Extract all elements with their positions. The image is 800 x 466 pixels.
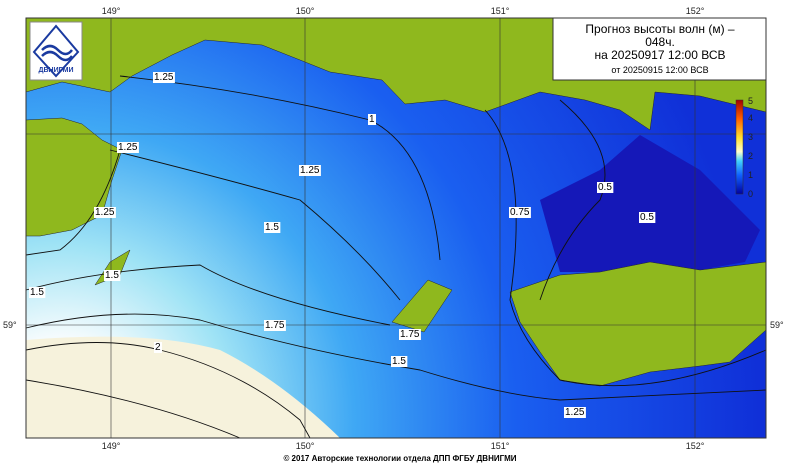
contour-label: 1.25 [118,142,138,153]
lat-label: 59° [3,320,17,330]
lon-label: 149° [102,6,121,16]
contour-label: 1.25 [300,165,320,176]
title-line: Прогноз высоты волн (м) – [585,22,735,36]
label-background [509,207,531,218]
contour-label: 0.5 [598,182,612,193]
lat-label: 59° [770,320,784,330]
colorbar-tick: 2 [748,151,753,161]
label-background [564,407,586,418]
lon-label: 152° [686,441,705,451]
footer: © 2017 Авторские технологии отдела ДПП Ф… [283,454,516,463]
label-background [264,222,281,233]
colorbar-tick: 0 [748,189,753,199]
contour-label: 1.25 [154,72,174,83]
low-wave-area [540,135,760,272]
contour-labels: 1.25 1 1.25 1.5 1.25 0.75 0.5 0.5 1.5 1.… [29,72,656,418]
label-background [29,287,46,298]
lon-label: 151° [491,6,510,16]
colorbar-tick: 5 [748,96,753,106]
logo: ДВНИГМИ [29,21,83,81]
contour-label: 2 [155,342,161,353]
logo-waves [41,44,73,62]
logo-box [29,21,83,81]
title-background [552,17,767,81]
subtitle: от 20250915 12:00 ВСВ [611,65,708,75]
logo-text: ДВНИГМИ [39,67,74,74]
lon-label: 150° [296,441,315,451]
contour-label: 1.5 [392,356,406,367]
contour-label: 1.75 [400,329,420,340]
contour-label: 0.75 [510,207,530,218]
colorbar: 0 1 2 3 4 5 [735,96,753,199]
label-background [391,356,408,367]
label-background [264,320,286,331]
lon-label: 150° [296,6,315,16]
title-line: на 20250917 12:00 ВСВ [595,48,726,62]
label-background [399,329,421,340]
contour-label: 1.5 [265,222,279,233]
label-background [639,212,656,223]
map-area: 1.25 1 1.25 1.5 1.25 0.75 0.5 0.5 1.5 1.… [25,17,767,439]
label-background [153,72,175,83]
label-background [117,142,139,153]
contour-label: 1.25 [565,407,585,418]
map-frame [25,17,767,439]
contour-label: 1.25 [95,207,115,218]
title-box: Прогноз высоты волн (м) – 048ч. на 20250… [552,17,767,81]
calm-area [26,336,340,438]
title-line: 048ч. [645,35,675,49]
contour-label: 1 [369,114,375,125]
graticule [26,18,766,438]
colorbar-tick: 3 [748,132,753,142]
label-background [368,114,376,125]
colorbar-tick: 4 [748,113,753,123]
logo-diamond [32,24,80,78]
contour-label: 1.5 [105,270,119,281]
lon-label: 151° [491,441,510,451]
contour-label: 1.5 [30,287,44,298]
label-background [299,165,321,176]
lon-label: 149° [102,441,121,451]
coordinate-labels: 149° 150° 151° 152° 149° 150° 151° 152° … [3,6,784,451]
colorbar-tick: 1 [748,170,753,180]
label-background [154,342,162,353]
label-background [94,207,116,218]
label-background [597,182,614,193]
contour-label: 0.5 [640,212,654,223]
colorbar-scale [735,99,744,195]
label-background [104,270,121,281]
contour-label: 1.75 [265,320,285,331]
lon-label: 152° [686,6,705,16]
